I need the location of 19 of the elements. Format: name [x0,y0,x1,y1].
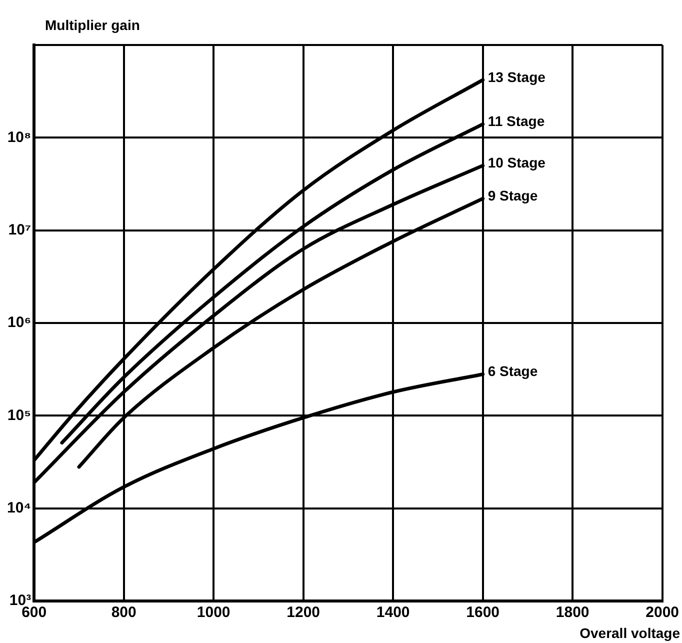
y-tick-label: 10⁸ [7,128,32,146]
series-label: 10 Stage [488,154,546,170]
x-tick-label: 2000 [646,604,680,622]
series-label: 6 Stage [488,363,538,380]
x-tick-label: 1600 [466,604,500,622]
y-tick-label: 10⁷ [8,221,32,238]
series-label: 11 Stage [488,112,545,129]
x-tick-label: 1400 [376,604,410,622]
series-label: 13 Stage [488,68,546,85]
x-tick-label: 1000 [196,604,230,622]
y-tick-label: 10⁴ [6,499,32,516]
x-tick-label: 1800 [556,604,590,622]
y-axis-title: Multiplier gain [45,16,140,33]
series-label: 9 Stage [488,187,538,204]
x-tick-label: 800 [111,604,136,622]
y-tick-label: 10⁶ [8,314,32,332]
x-axis-title: Overall voltage [580,624,680,641]
y-tick-label: 10⁵ [7,406,32,424]
x-tick-label: 1200 [286,604,320,622]
